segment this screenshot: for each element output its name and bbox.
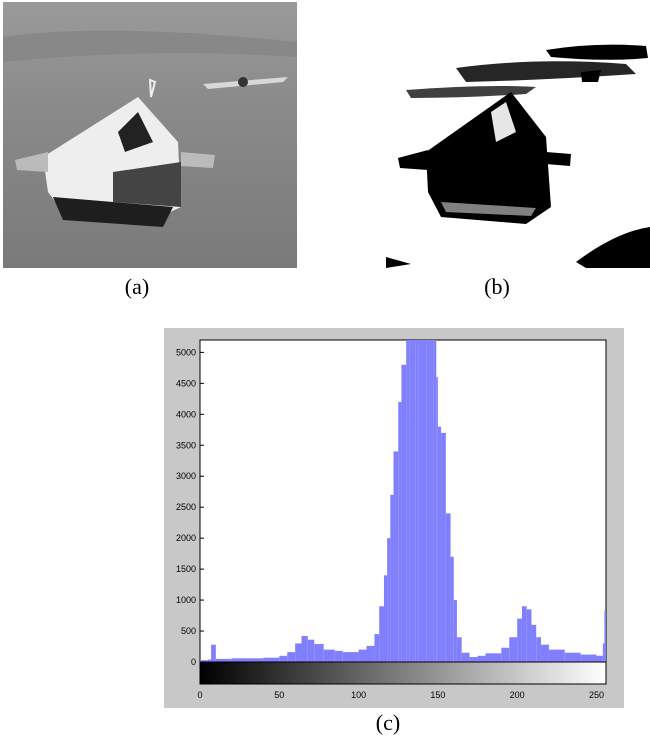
histogram-bars (200, 340, 606, 662)
caption-c: (c) (375, 710, 401, 735)
histogram-bar (366, 645, 375, 662)
histogram-figure: 0 500 1000 1500 2000 2500 3000 3500 4000 4500 5000… (164, 328, 624, 708)
x-tick-label: 200 (510, 690, 525, 700)
y-tick-label: 1500 (176, 564, 196, 574)
x-tick-label: 100 (351, 690, 366, 700)
histogram-bar (436, 377, 438, 662)
histogram-bar (604, 610, 606, 662)
histogram-bar (426, 340, 430, 662)
histogram-bar (521, 606, 527, 662)
histogram-bar (441, 432, 446, 662)
histogram-bar (207, 659, 212, 662)
histogram-bar (536, 637, 541, 662)
histogram-bar (406, 340, 410, 662)
y-tick-label: 3500 (176, 440, 196, 450)
histogram-bar (279, 655, 288, 662)
y-tick-label: 2500 (176, 502, 196, 512)
histogram-bar (596, 655, 603, 662)
histogram-bar (509, 637, 518, 662)
histogram-bar (517, 618, 522, 662)
histogram-bar (383, 575, 388, 662)
y-tick-label: 500 (181, 626, 196, 636)
histogram-bar (564, 652, 581, 662)
histogram-bar (215, 658, 232, 662)
y-tick-label: 0 (191, 657, 196, 667)
histogram-bar (501, 647, 510, 662)
x-tick-label: 0 (197, 690, 202, 700)
histogram-bar (314, 644, 324, 662)
histogram-bar (287, 652, 296, 662)
histogram-bar (390, 494, 394, 662)
histogram-bar (409, 340, 413, 662)
histogram-bar (477, 655, 486, 662)
x-axis-ticks: 0 50 100 150 200 250 (197, 690, 604, 700)
y-tick-label: 3000 (176, 471, 196, 481)
histogram-bar (211, 644, 216, 662)
grayscale-colorbar (199, 661, 607, 685)
histogram-bar (295, 643, 302, 662)
histogram-bar (358, 649, 367, 662)
histogram-bar (393, 451, 399, 662)
y-tick-label: 4000 (176, 409, 196, 419)
histogram-bar (387, 538, 391, 662)
histogram-bar (342, 652, 359, 662)
panel-a-grayscale-photo (3, 2, 297, 268)
histogram-bar (580, 654, 597, 662)
histogram-bar (450, 556, 454, 662)
histogram-bar (379, 606, 384, 662)
histogram-bar (461, 652, 470, 662)
histogram-bar (415, 340, 419, 662)
histogram-bar (301, 635, 308, 662)
histogram-bar (231, 658, 248, 662)
histogram-bar (469, 657, 478, 662)
histogram-bar (398, 401, 402, 662)
histogram-bar (401, 364, 407, 662)
histogram-bar (456, 637, 462, 662)
y-tick-label: 4500 (176, 378, 196, 388)
y-tick-label: 5000 (176, 347, 196, 357)
y-tick-label: 2000 (176, 533, 196, 543)
panel-b-binary-image (386, 2, 650, 268)
histogram-bar (200, 660, 208, 662)
histogram-bar (374, 634, 380, 662)
y-axis-ticks: 0 500 1000 1500 2000 2500 3000 3500 4000 4500 5000 (176, 347, 204, 667)
histogram-bar (323, 649, 335, 662)
histogram-bar (540, 644, 549, 662)
histogram-bar (548, 649, 565, 662)
histogram-bar (422, 340, 427, 662)
histogram-bar (334, 650, 343, 662)
histogram-chart: 0500100015002000250030003500400045005000… (176, 339, 607, 700)
histogram-bar (412, 340, 416, 662)
histogram-bar (247, 658, 264, 662)
histogram-bar (437, 426, 442, 662)
histogram-bar (531, 624, 537, 662)
caption-b: (b) (484, 274, 510, 299)
x-tick-label: 50 (274, 690, 284, 700)
histogram-bar (602, 643, 605, 662)
histogram-bar (485, 653, 502, 662)
histogram-bar (307, 639, 315, 662)
histogram-bar (429, 340, 434, 662)
histogram-bar (263, 657, 280, 662)
histogram-bar (453, 600, 457, 662)
histogram-bar (526, 609, 532, 662)
histogram-bar (445, 513, 451, 662)
caption-a: (a) (124, 274, 150, 299)
histogram-bar (433, 340, 437, 662)
x-tick-label: 150 (430, 690, 445, 700)
histogram-bar (418, 340, 423, 662)
y-tick-label: 1000 (176, 595, 196, 605)
x-tick-label: 250 (589, 690, 604, 700)
